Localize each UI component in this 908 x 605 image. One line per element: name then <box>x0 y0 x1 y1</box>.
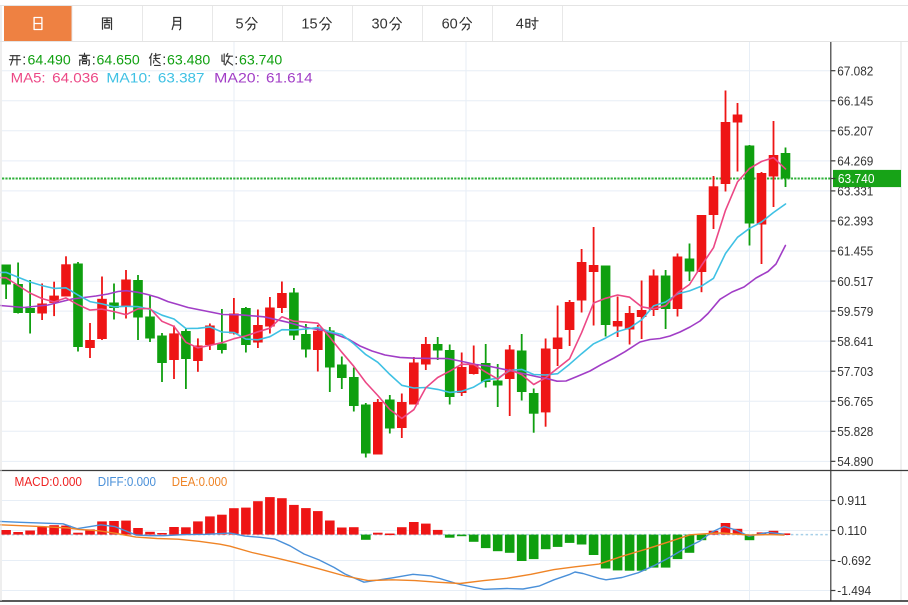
svg-text:55.828: 55.828 <box>837 424 873 439</box>
svg-text:58.641: 58.641 <box>837 334 873 349</box>
svg-text::: : <box>92 53 96 69</box>
svg-text:67.082: 67.082 <box>837 63 873 78</box>
svg-text:0.911: 0.911 <box>837 493 867 508</box>
svg-text:MACD:0.000: MACD:0.000 <box>15 474 83 489</box>
svg-text:61.455: 61.455 <box>837 244 873 259</box>
svg-text:0.110: 0.110 <box>837 523 867 538</box>
svg-text:66.145: 66.145 <box>837 94 873 109</box>
svg-text:62.393: 62.393 <box>837 214 873 229</box>
svg-text:-0.692: -0.692 <box>837 553 871 568</box>
svg-text:MA20:: MA20: <box>214 70 260 86</box>
svg-text:60: 60 <box>442 17 458 33</box>
svg-text:MA10:: MA10: <box>106 70 151 86</box>
svg-text:63.740: 63.740 <box>838 171 875 186</box>
svg-text:5: 5 <box>236 17 244 33</box>
svg-text:MA5:: MA5: <box>11 70 46 86</box>
svg-text:63.480: 63.480 <box>167 52 210 68</box>
svg-text:30: 30 <box>372 17 388 33</box>
svg-text:4: 4 <box>516 17 524 33</box>
svg-text::: : <box>22 53 26 69</box>
svg-text:64.269: 64.269 <box>837 154 873 169</box>
svg-text:63.740: 63.740 <box>239 52 282 68</box>
svg-text:15: 15 <box>301 17 317 33</box>
svg-text:DEA:0.000: DEA:0.000 <box>172 474 228 489</box>
svg-text::: : <box>162 53 166 69</box>
svg-text::: : <box>234 53 238 69</box>
svg-text:DIFF:0.000: DIFF:0.000 <box>98 474 156 489</box>
svg-text:60.517: 60.517 <box>837 274 873 289</box>
svg-text:63.331: 63.331 <box>837 184 873 199</box>
svg-text:61.614: 61.614 <box>266 70 313 86</box>
svg-text:64.490: 64.490 <box>28 52 71 68</box>
svg-text:65.207: 65.207 <box>837 124 873 139</box>
svg-text:57.703: 57.703 <box>837 364 873 379</box>
svg-text:56.765: 56.765 <box>837 394 873 409</box>
svg-text:59.579: 59.579 <box>837 304 873 319</box>
svg-text:63.387: 63.387 <box>158 70 205 86</box>
svg-text:-1.494: -1.494 <box>837 583 871 598</box>
svg-text:64.650: 64.650 <box>97 52 140 68</box>
svg-text:64.036: 64.036 <box>52 70 99 86</box>
svg-text:54.890: 54.890 <box>837 454 873 469</box>
